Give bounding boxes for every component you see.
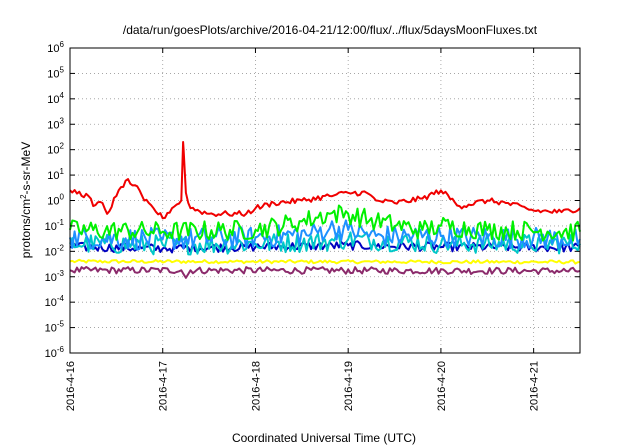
y-tick-base: 10 — [45, 272, 57, 284]
y-tick-exponent: 5 — [60, 65, 65, 74]
y-tick-label: 101 — [47, 167, 64, 182]
x-tick-label: 2016-4-20 — [436, 361, 448, 411]
y-tick-base: 10 — [47, 196, 59, 208]
y-tick-base: 10 — [45, 297, 57, 309]
chart-title: /data/run/goesPlots/archive/2016-04-21/1… — [123, 23, 538, 37]
y-axis-title-part2: -s-sr-MeV — [19, 142, 33, 195]
y-tick-base: 10 — [45, 246, 57, 258]
y-tick-label: 10-3 — [45, 269, 65, 284]
y-tick-base: 10 — [47, 94, 59, 106]
y-tick-exponent: 3 — [60, 116, 65, 125]
y-tick-exponent: 6 — [60, 40, 65, 49]
x-tick-label: 2016-4-19 — [343, 361, 355, 411]
y-tick-label: 10-4 — [45, 294, 65, 309]
y-tick-exponent: 1 — [60, 167, 65, 176]
y-tick-exponent: 0 — [60, 193, 65, 202]
series-line — [69, 141, 581, 220]
y-tick-base: 10 — [45, 323, 57, 335]
y-tick-exponent: -5 — [57, 320, 65, 329]
x-tick-label: 2016-4-18 — [250, 361, 262, 411]
y-tick-base: 10 — [47, 119, 59, 131]
y-tick-label: 103 — [47, 116, 64, 131]
x-tick-label: 2016-4-17 — [158, 361, 170, 411]
y-axis: 10610510410310210110010-110-210-310-410-… — [45, 40, 580, 360]
x-axis: 2016-4-16 2016-4-17 2016-4-18 2016-4-19 2016… — [65, 48, 541, 411]
y-axis-title-exponent: 2 — [19, 194, 28, 199]
series-line — [69, 266, 581, 279]
y-tick-exponent: -6 — [57, 345, 65, 354]
y-tick-label: 10-5 — [45, 320, 65, 335]
series-line — [69, 204, 581, 242]
y-tick-label: 10-2 — [45, 243, 65, 258]
y-tick-base: 10 — [47, 145, 59, 157]
y-tick-label: 102 — [47, 142, 64, 157]
y-axis-title-part1: protons/cm — [19, 199, 33, 258]
x-axis-title: Coordinated Universal Time (UTC) — [232, 431, 416, 445]
y-tick-label: 100 — [47, 193, 64, 208]
y-tick-base: 10 — [47, 170, 59, 182]
y-tick-exponent: -2 — [57, 243, 65, 252]
y-tick-exponent: -3 — [57, 269, 65, 278]
y-tick-exponent: -1 — [57, 218, 65, 227]
y-tick-label: 105 — [47, 65, 64, 80]
x-tick-label: 2016-4-21 — [529, 361, 541, 411]
y-axis-title: protons/cm2-s-sr-MeV — [19, 142, 34, 258]
series-layer — [69, 141, 581, 279]
y-tick-label: 104 — [47, 91, 64, 106]
y-tick-base: 10 — [45, 221, 57, 233]
y-tick-label: 10-1 — [45, 218, 65, 233]
y-tick-exponent: -4 — [57, 294, 65, 303]
y-tick-base: 10 — [45, 348, 57, 360]
y-tick-label: 106 — [47, 40, 64, 55]
y-tick-label: 10-6 — [45, 345, 65, 360]
series-line — [69, 258, 581, 265]
y-tick-base: 10 — [47, 68, 59, 80]
x-tick-label: 2016-4-16 — [65, 361, 77, 411]
y-tick-exponent: 4 — [60, 91, 65, 100]
y-tick-base: 10 — [47, 43, 59, 55]
y-tick-exponent: 2 — [60, 142, 65, 151]
